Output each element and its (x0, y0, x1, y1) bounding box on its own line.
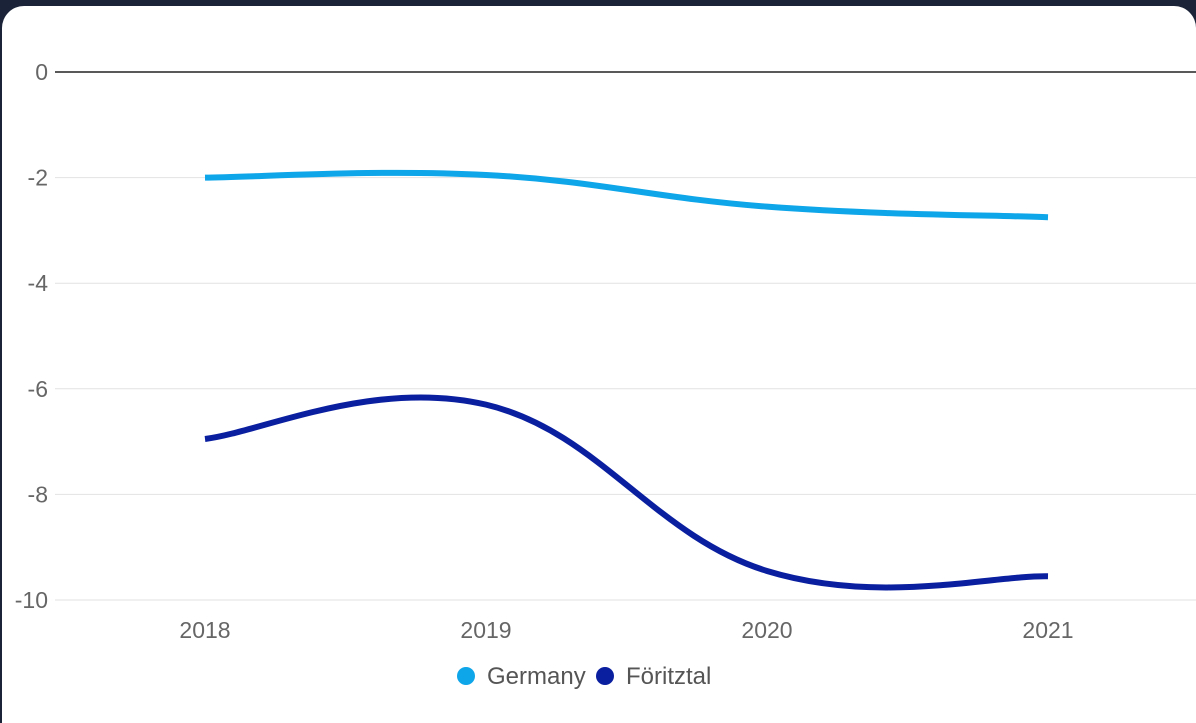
series-line-foritztal (204, 394, 1049, 591)
legend-item[interactable]: Germany (457, 663, 586, 690)
gridlines (55, 71, 1196, 601)
legend: Germany Föritztal (457, 663, 711, 690)
x-tick-label: 2018 (179, 617, 230, 643)
legend-label: Germany (487, 663, 586, 690)
x-tick-label: 2020 (741, 617, 792, 643)
legend-item[interactable]: Föritztal (596, 663, 711, 690)
x-tick-label: 2021 (1022, 617, 1073, 643)
x-axis-ticks: 2018 2019 2020 2021 (179, 617, 1073, 643)
line-chart: 0 -2 -4 -6 -8 -10 2018 2019 2020 2021 Germany För… (15, 59, 1196, 690)
chart-card: 0 -2 -4 -6 -8 -10 2018 2019 2020 2021 Germany För… (2, 6, 1196, 723)
legend-marker (457, 667, 475, 685)
x-tick-label: 2019 (460, 617, 511, 643)
y-tick-label: 0 (35, 59, 48, 85)
series-line-germany (204, 169, 1049, 221)
y-tick-label: -10 (15, 587, 48, 613)
y-tick-label: -2 (28, 165, 48, 191)
y-tick-label: -8 (28, 481, 48, 507)
y-tick-label: -6 (28, 376, 48, 402)
y-axis-ticks: 0 -2 -4 -6 -8 -10 (15, 59, 48, 613)
series-lines (204, 169, 1049, 591)
y-tick-label: -4 (28, 270, 49, 296)
legend-label: Föritztal (626, 663, 711, 690)
legend-marker (596, 667, 614, 685)
